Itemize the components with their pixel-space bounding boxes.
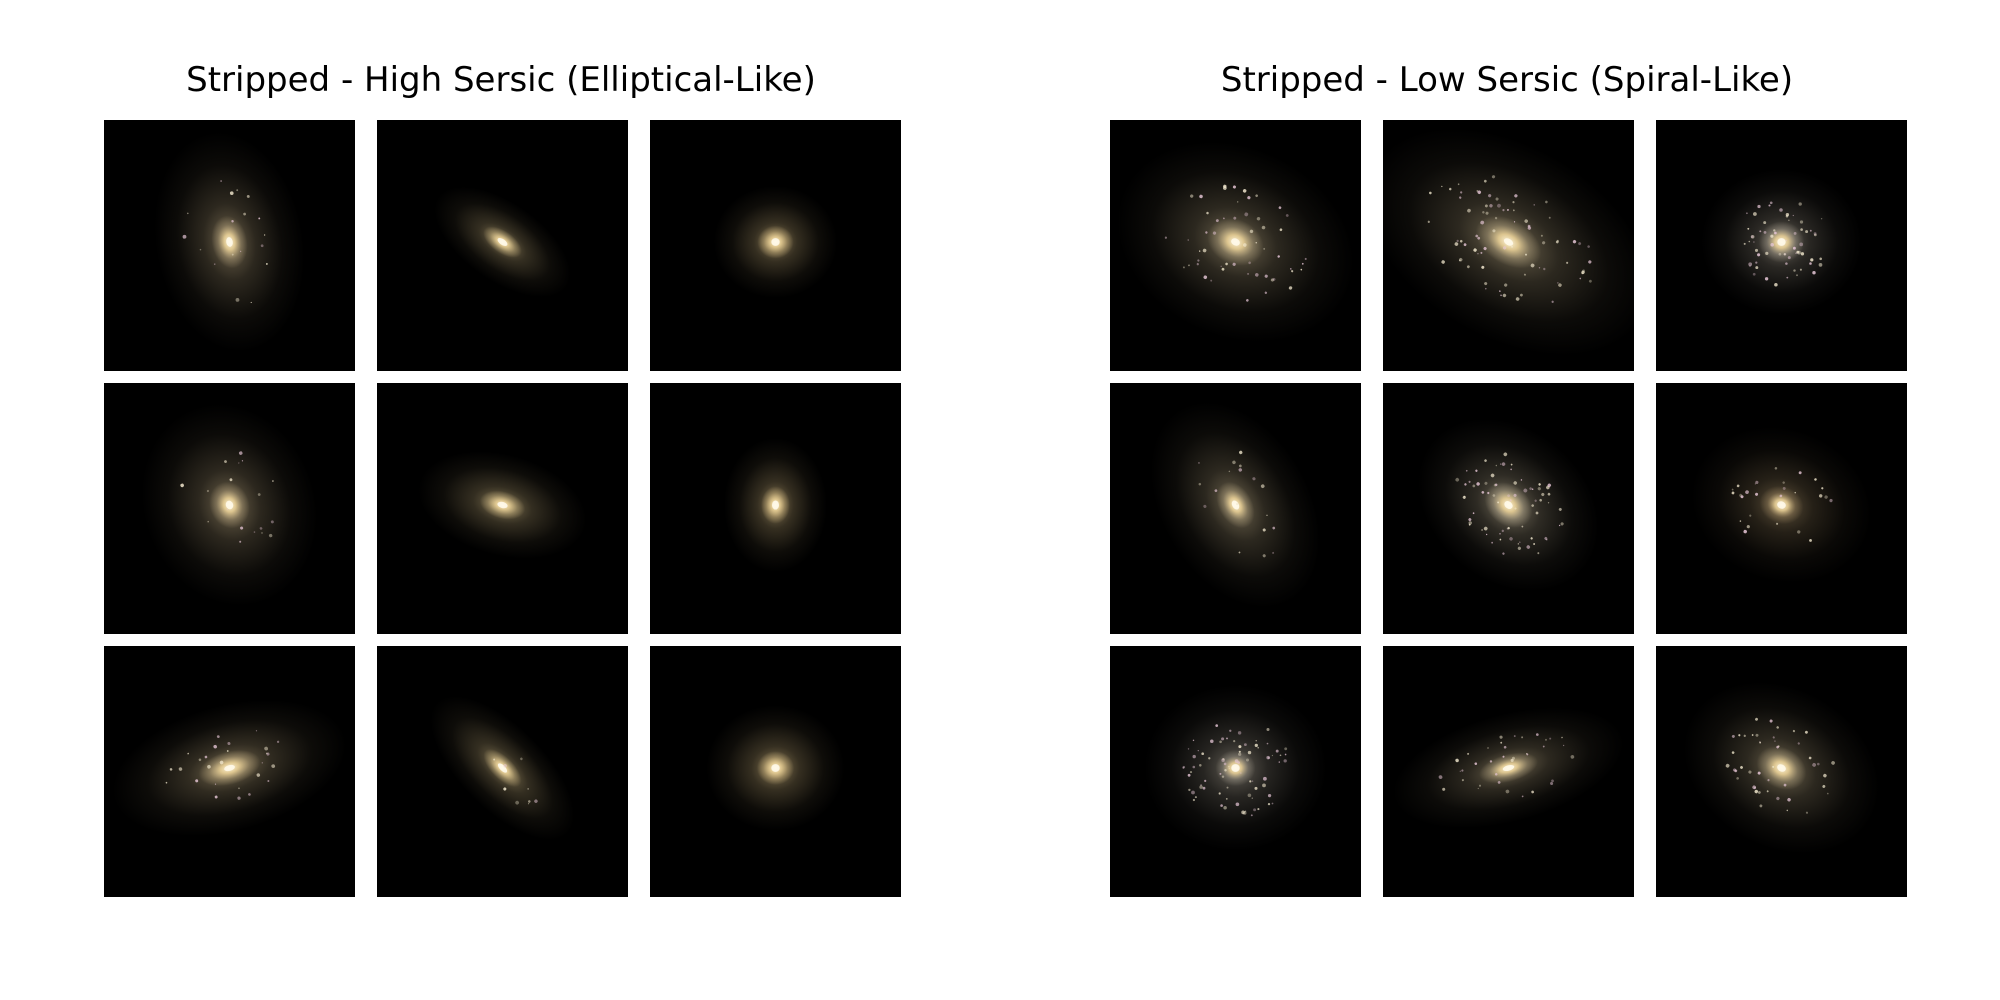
galaxy-image xyxy=(377,120,628,371)
galaxy-image xyxy=(1656,383,1907,634)
galaxy-image xyxy=(1656,120,1907,371)
galaxy-image xyxy=(1383,383,1634,634)
galaxy-image xyxy=(1110,120,1361,371)
galaxy-image xyxy=(1383,646,1634,897)
panel-title-high-sersic: Stripped - High Sersic (Elliptical-Like) xyxy=(186,60,816,100)
galaxy-image xyxy=(1110,383,1361,634)
galaxy-grid-high-sersic xyxy=(104,120,906,897)
galaxy-image xyxy=(104,120,355,371)
galaxy-grid-low-sersic xyxy=(1110,120,1912,897)
galaxy-image xyxy=(1110,646,1361,897)
galaxy-image xyxy=(650,120,901,371)
galaxy-image xyxy=(104,383,355,634)
galaxy-image xyxy=(1383,120,1634,371)
galaxy-image xyxy=(104,646,355,897)
panel-title-low-sersic: Stripped - Low Sersic (Spiral-Like) xyxy=(1220,60,1794,100)
galaxy-image xyxy=(377,383,628,634)
galaxy-image xyxy=(650,646,901,897)
galaxy-image xyxy=(377,646,628,897)
galaxy-image xyxy=(1656,646,1907,897)
galaxy-image xyxy=(650,383,901,634)
